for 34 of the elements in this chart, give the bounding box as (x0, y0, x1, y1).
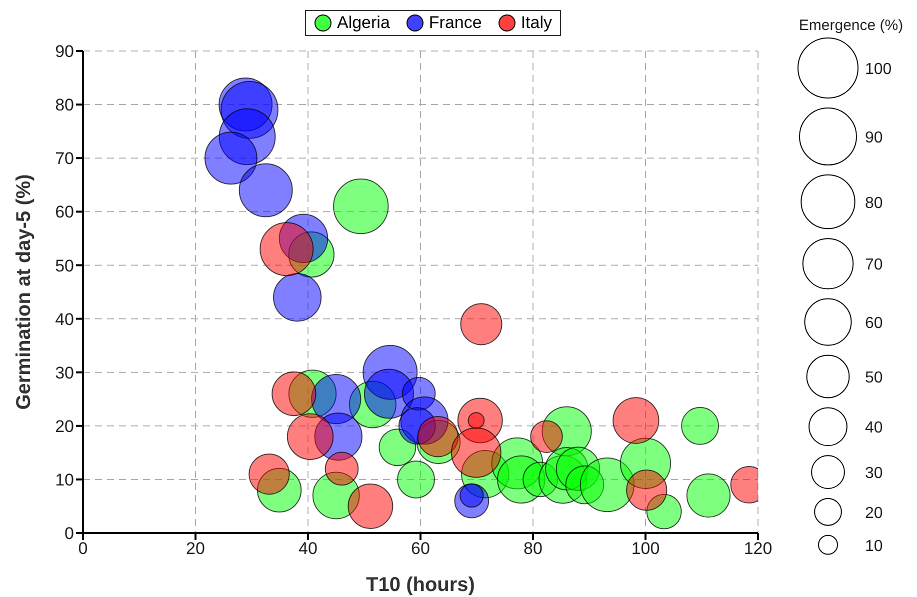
legend-label: 70 (865, 256, 883, 274)
x-tick-label: 80 (524, 539, 542, 558)
legend-label: 90 (865, 129, 883, 146)
y-tick-label: 50 (55, 256, 74, 276)
y-tick-label: 20 (55, 416, 74, 436)
legend-label: 50 (865, 369, 883, 386)
y-tick-label: 30 (55, 363, 74, 382)
legend-label: 100 (865, 61, 892, 78)
legend-label: Italy (520, 13, 552, 33)
y-tick-label: 80 (55, 96, 74, 115)
x-tick-label: 20 (186, 539, 205, 558)
y-axis-title: Germination at day-5 (%) (13, 174, 36, 410)
legend-label: 60 (865, 315, 883, 332)
y-tick-label: 60 (55, 202, 74, 222)
x-axis-title: T10 (hours) (366, 574, 475, 596)
legend-label: Algeria (336, 13, 390, 33)
legend-label: 40 (865, 420, 883, 437)
y-tick-label: 10 (55, 470, 74, 490)
legend-label: 80 (865, 194, 883, 212)
x-tick-label: 100 (631, 539, 660, 558)
x-tick-label: 40 (298, 539, 318, 558)
legend-title: Emergence (%) (798, 17, 904, 34)
y-tick-label: 0 (64, 524, 74, 544)
legend-label: 20 (865, 504, 883, 522)
x-tick-label: 60 (411, 539, 430, 558)
x-tick-label: 0 (78, 539, 88, 558)
legend-label: 30 (865, 465, 883, 482)
y-tick-label: 70 (55, 149, 74, 168)
y-tick-label: 40 (55, 310, 74, 329)
legend-label: France (428, 13, 482, 33)
x-tick-label: 120 (744, 539, 772, 558)
size-key: Emergence (%) 100 90 80 70 60 50 40 30 20 10 (783, 8, 908, 568)
legend-label: 10 (865, 538, 883, 555)
y-tick-label: 90 (55, 42, 74, 62)
